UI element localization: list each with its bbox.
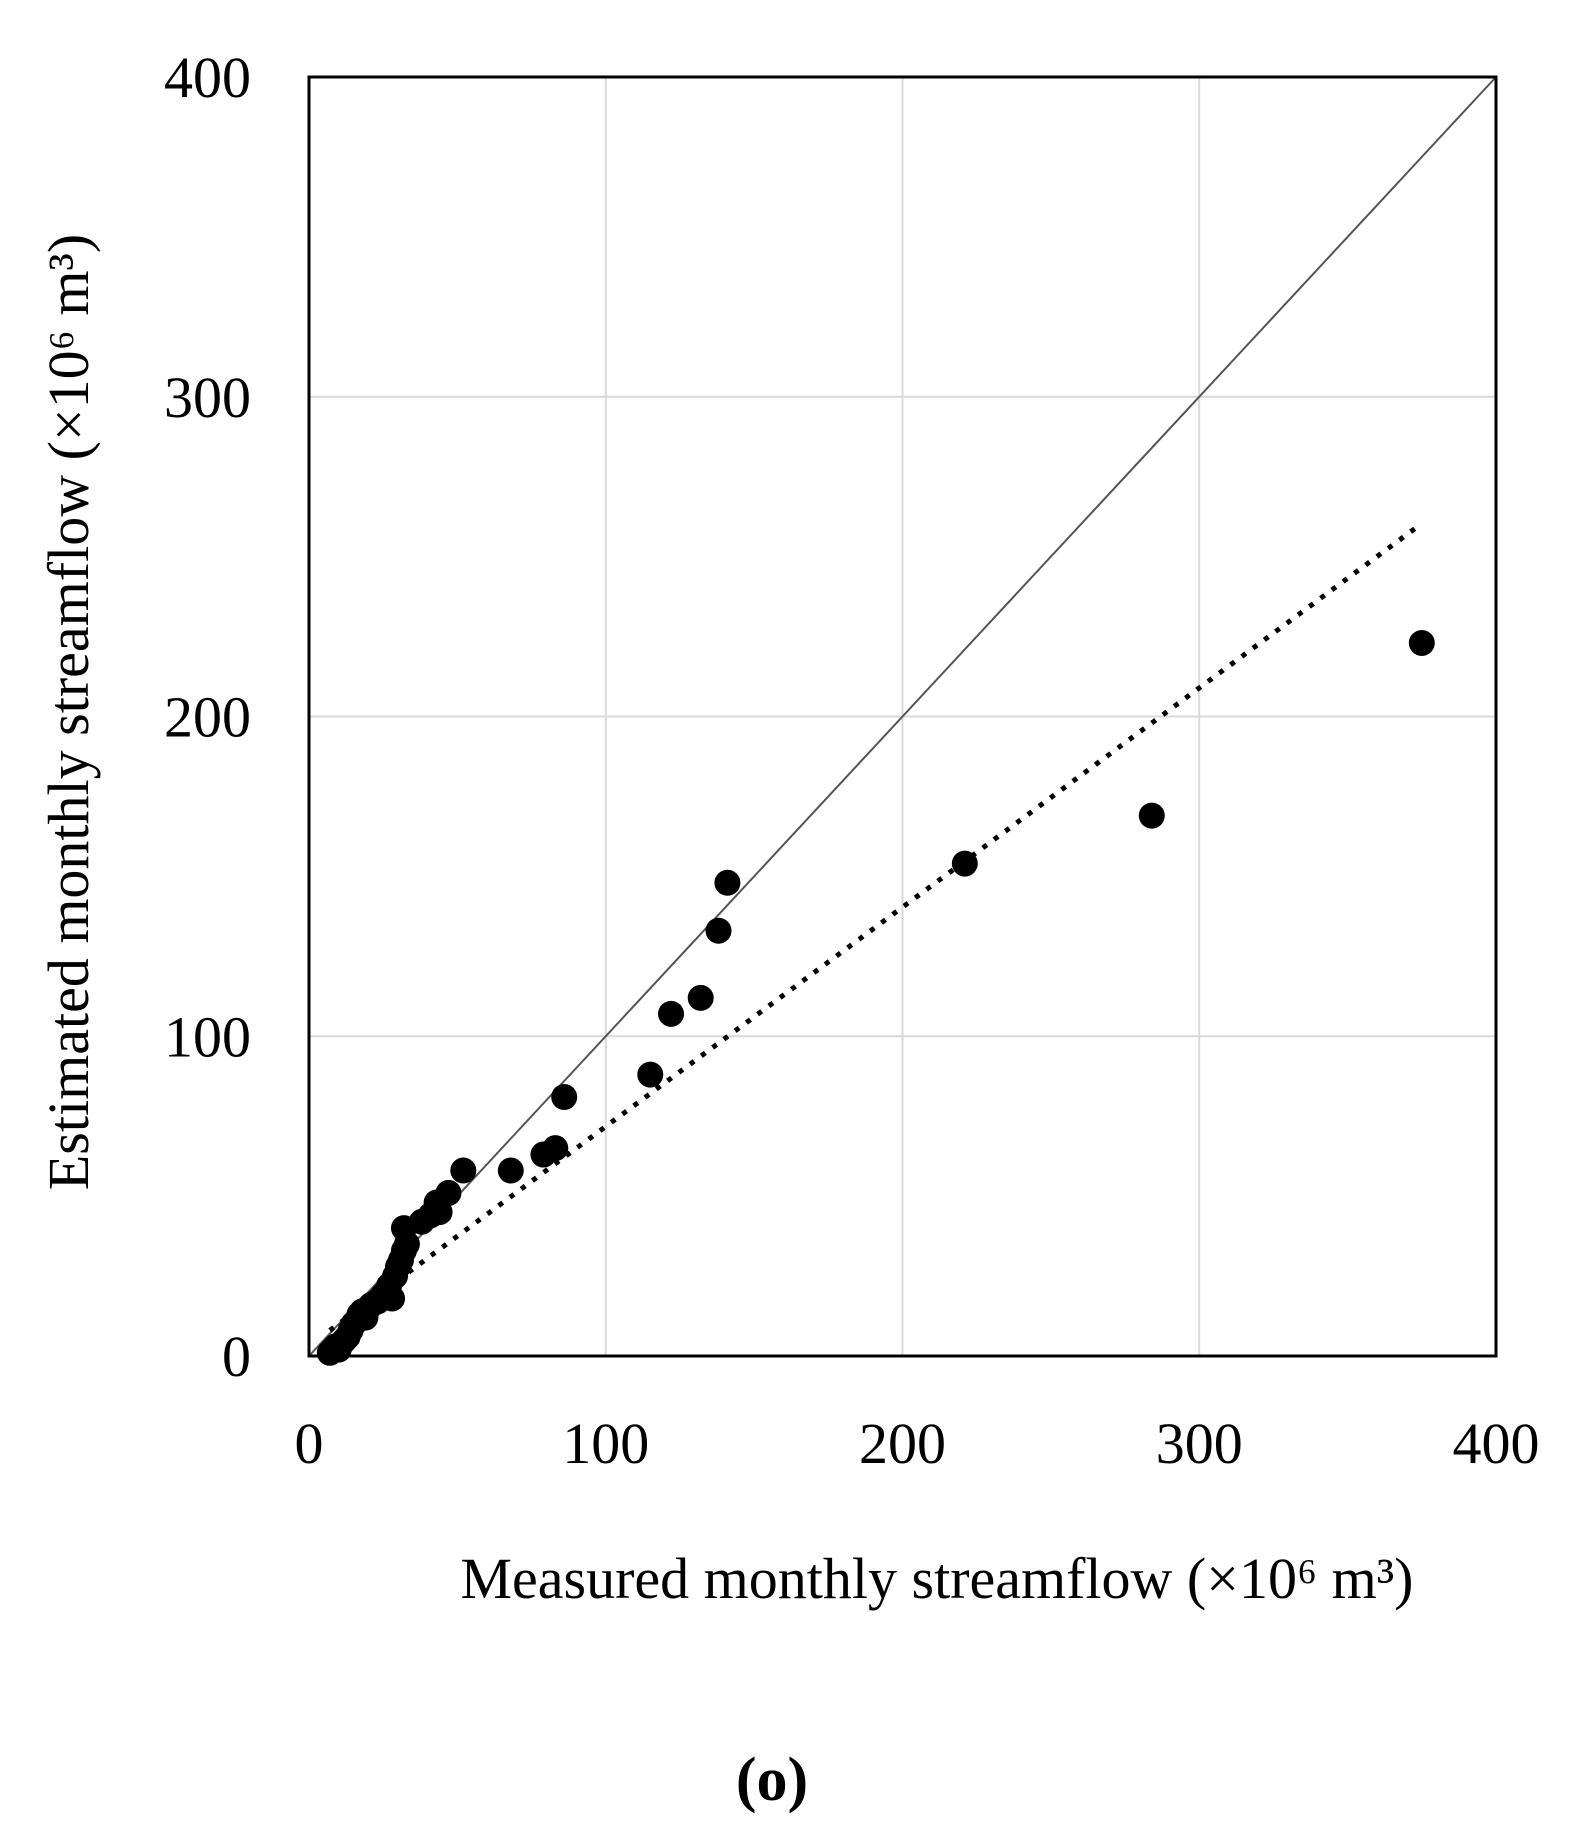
data-point — [951, 850, 978, 877]
data-point — [551, 1084, 578, 1111]
trend-line — [328, 525, 1418, 1333]
reference-lines — [308, 76, 1497, 1357]
data-point — [714, 869, 741, 896]
data-point — [687, 984, 714, 1011]
y-axis-label: Estimated monthly streamflow (×10⁶ m³) — [36, 234, 101, 1190]
y-tick-label: 400 — [164, 45, 251, 110]
data-point — [637, 1061, 664, 1088]
y-tick-labels: 0 100 200 300 400 — [164, 45, 251, 1389]
data-point — [393, 1231, 420, 1258]
y-tick-label: 100 — [164, 1004, 251, 1069]
x-tick-label: 200 — [859, 1411, 946, 1476]
y-tick-label: 200 — [164, 685, 251, 750]
one-to-one-line — [308, 76, 1497, 1357]
data-point — [658, 1000, 685, 1027]
data-point — [497, 1157, 524, 1184]
x-tick-label: 400 — [1453, 1411, 1540, 1476]
data-point — [1408, 629, 1435, 656]
data-points — [316, 629, 1435, 1366]
data-point — [705, 917, 732, 944]
data-point — [1138, 802, 1165, 829]
data-point — [379, 1285, 406, 1312]
x-axis-label: Measured monthly streamflow (×10⁶ m³) — [460, 1546, 1413, 1611]
panel-label: (o) — [736, 1746, 808, 1814]
y-tick-label: 0 — [222, 1324, 251, 1389]
x-tick-label: 300 — [1156, 1411, 1243, 1476]
y-tick-label: 300 — [164, 365, 251, 430]
data-point — [435, 1179, 462, 1206]
data-point — [450, 1157, 477, 1184]
x-tick-label: 100 — [562, 1411, 649, 1476]
plot-frame — [307, 75, 1498, 1358]
x-tick-labels: 0 100 200 300 400 — [295, 1411, 1540, 1476]
x-tick-label: 0 — [295, 1411, 324, 1476]
data-point — [542, 1135, 569, 1162]
